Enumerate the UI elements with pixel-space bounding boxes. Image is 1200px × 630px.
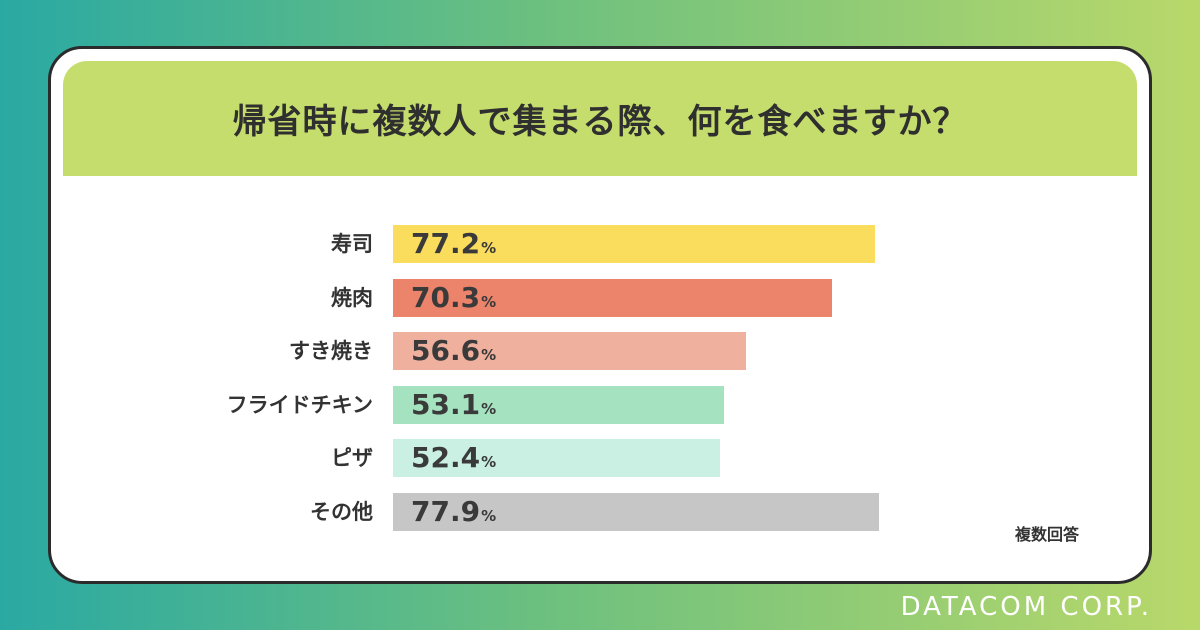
data-label: 52.4% xyxy=(411,439,496,481)
bar xyxy=(393,386,724,424)
title-banner: 帰省時に複数人で集まる際、何を食べますか？ xyxy=(63,61,1137,176)
bar xyxy=(393,332,746,370)
data-label-unit: % xyxy=(481,346,497,364)
brand-logo-text: DATACOM CORP. xyxy=(900,592,1152,622)
category-label: すき焼き xyxy=(289,339,373,363)
data-label: 53.1% xyxy=(411,386,496,428)
category-label: フライドチキン xyxy=(226,393,373,417)
category-label: ピザ xyxy=(331,446,373,470)
bar xyxy=(393,493,879,531)
chart-title: 帰省時に複数人で集まる際、何を食べますか？ xyxy=(232,102,968,142)
data-label: 77.2% xyxy=(411,225,496,267)
bar xyxy=(393,225,875,263)
data-label-unit: % xyxy=(481,400,497,418)
data-label: 77.9% xyxy=(411,493,496,535)
data-label-value: 52.4 xyxy=(411,441,481,474)
data-label-value: 77.2 xyxy=(411,227,481,260)
chart-card: 帰省時に複数人で集まる際、何を食べますか？ 寿司 77.2% 焼肉 70.3% すき焼き… xyxy=(48,46,1152,584)
category-label: その他 xyxy=(310,500,373,524)
category-label: 寿司 xyxy=(331,232,373,256)
data-label: 70.3% xyxy=(411,279,496,321)
bar xyxy=(393,279,832,317)
data-label-unit: % xyxy=(481,293,497,311)
chart-note: 複数回答 xyxy=(1014,525,1079,544)
data-label-value: 70.3 xyxy=(411,281,481,314)
data-label-value: 56.6 xyxy=(411,334,481,367)
bar-chart: 寿司 77.2% 焼肉 70.3% すき焼き 56.6% フライドチキン 53.1% ピザ 52.… xyxy=(51,49,1149,581)
bar xyxy=(393,439,720,477)
data-label-unit: % xyxy=(481,453,497,471)
data-label-unit: % xyxy=(481,507,497,525)
data-label-unit: % xyxy=(481,239,497,257)
data-label-value: 53.1 xyxy=(411,388,481,421)
category-label: 焼肉 xyxy=(331,286,373,310)
data-label: 56.6% xyxy=(411,332,496,374)
data-label-value: 77.9 xyxy=(411,495,481,528)
